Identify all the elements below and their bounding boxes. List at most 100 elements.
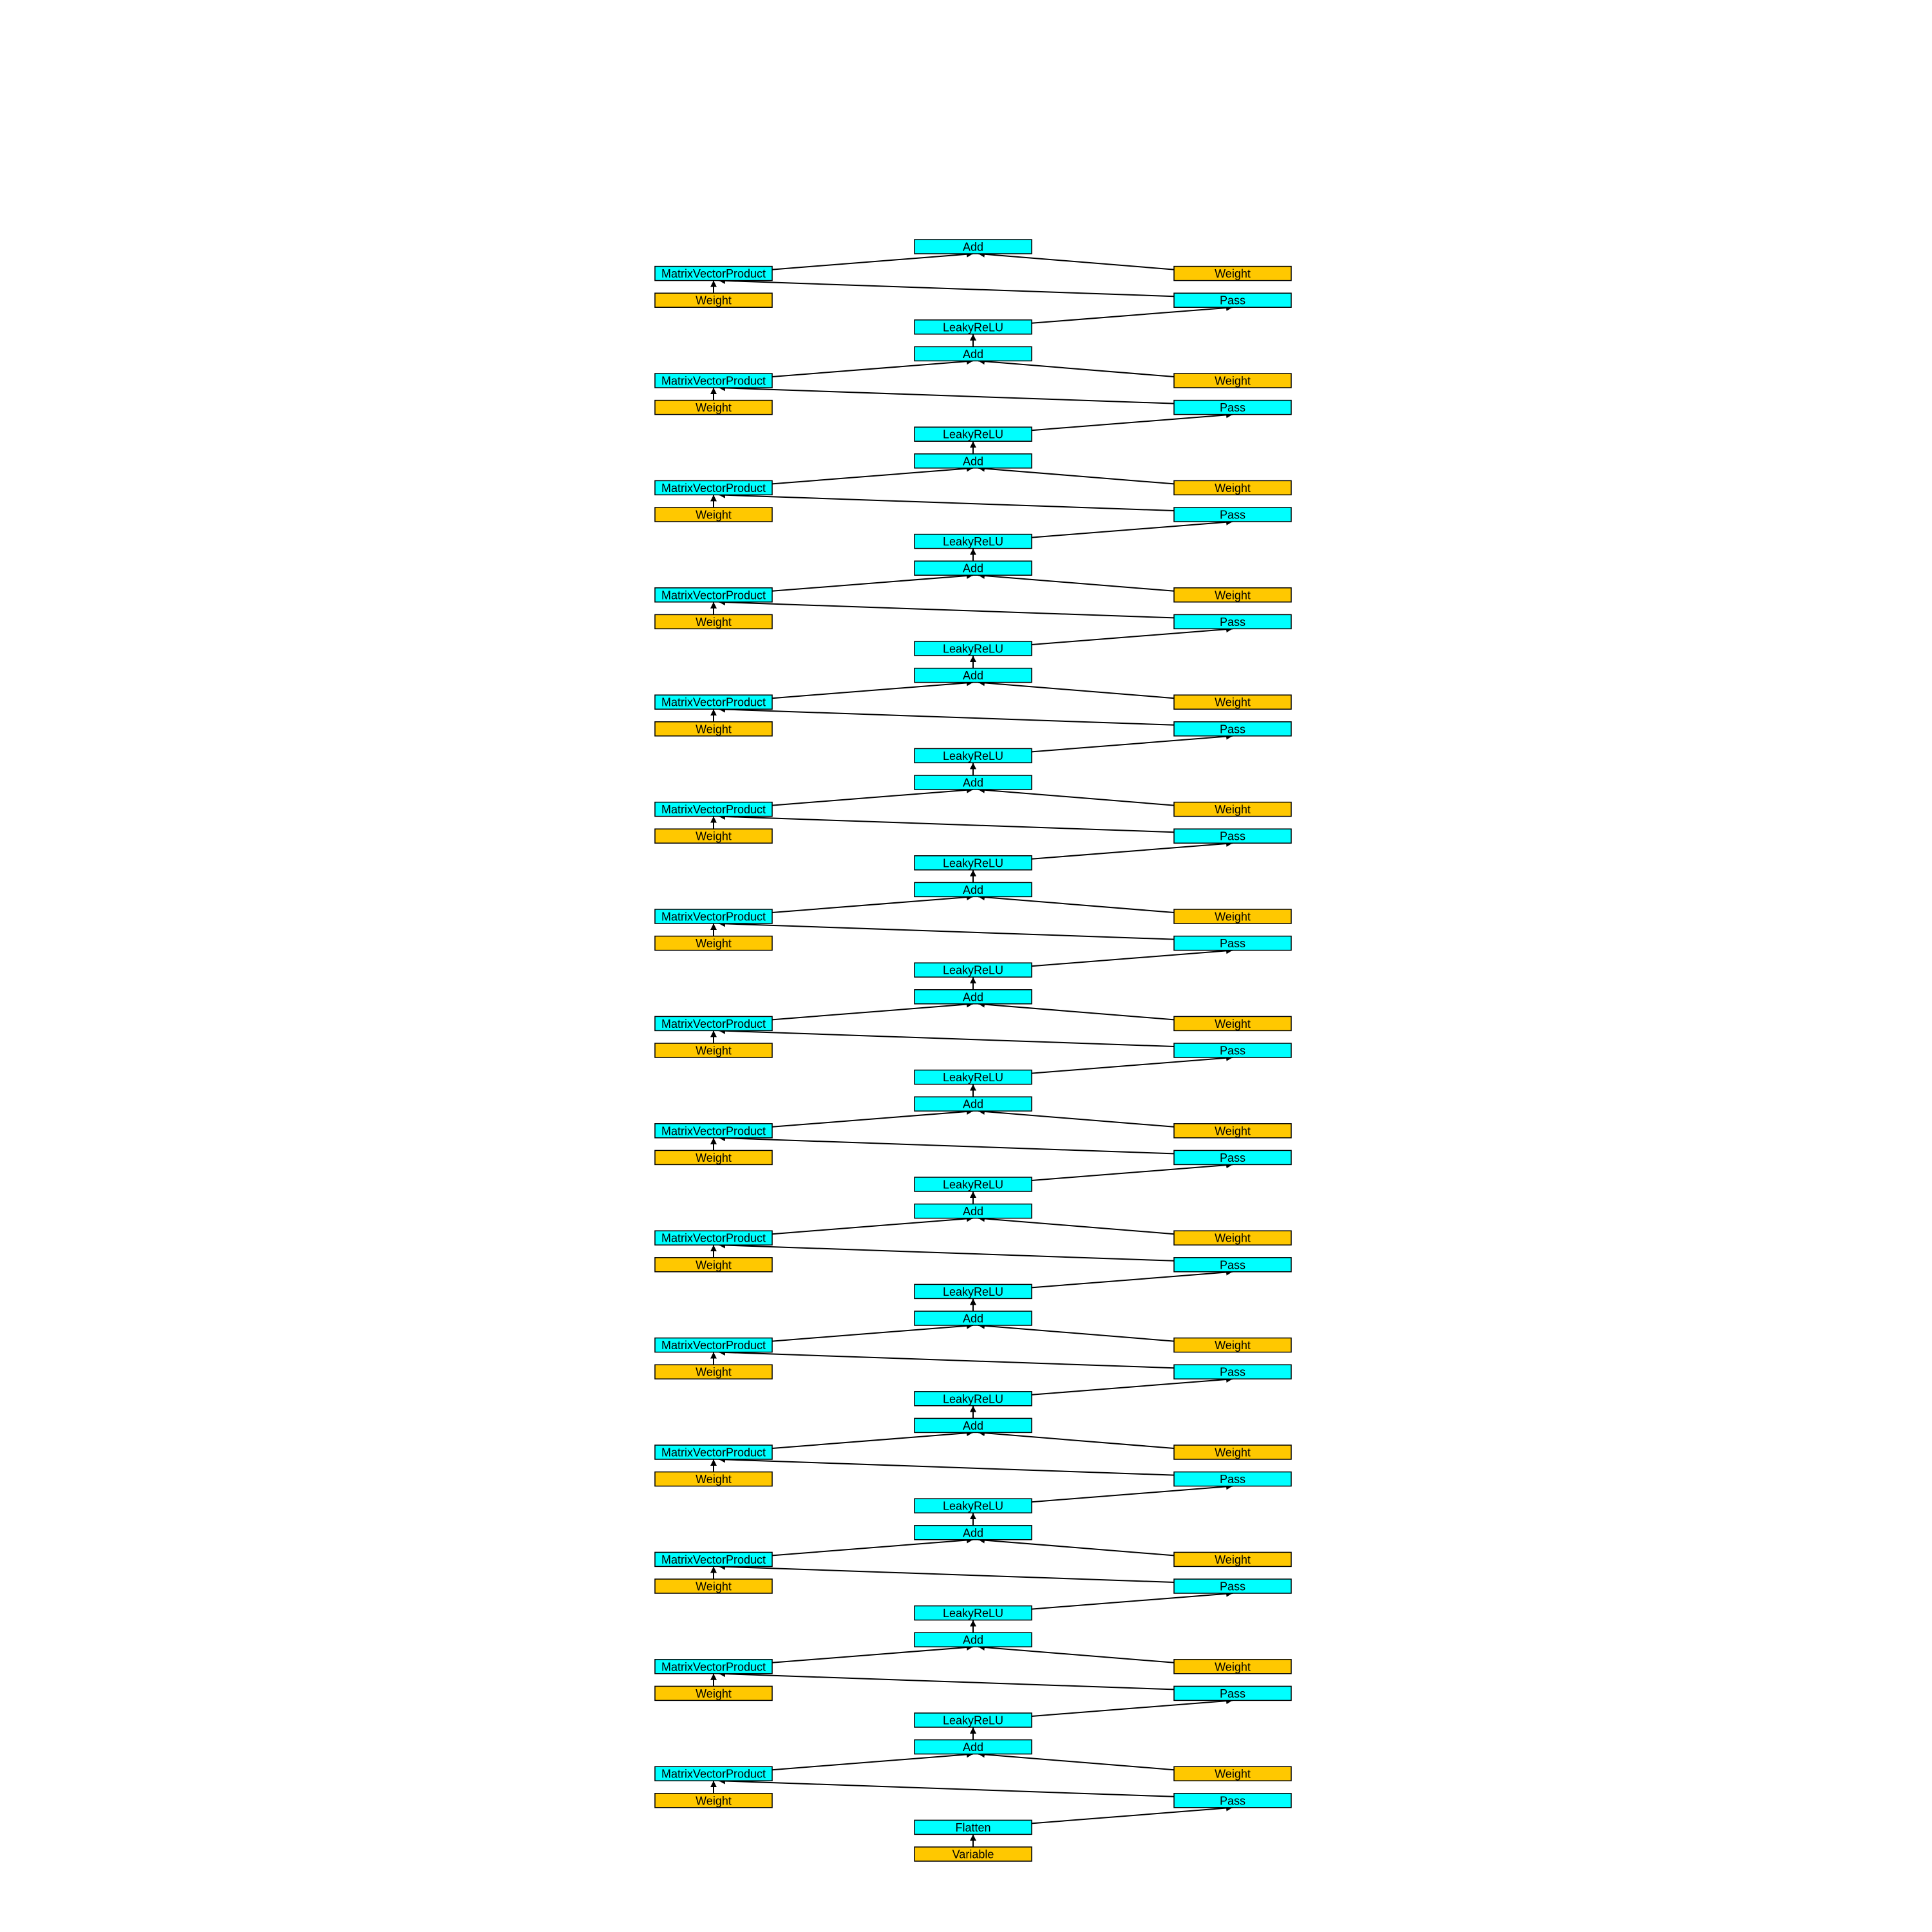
block-10-pass-node-box [1173,1257,1292,1273]
block-6-matrix-vector-product-node-box [654,801,773,817]
block-2-bias-weight-node-box [1173,373,1292,388]
block-9-add-node-label: Add [963,1098,983,1111]
block-14-matrix-vector-product-node-box [654,1659,773,1674]
block-4-matrix-weight-node: Weight [654,614,773,630]
block-4-add-node: Add [914,560,1032,576]
block-15-pass-node: Pass [1173,1793,1292,1808]
block-1-leakyrelu-node-box [914,319,1032,335]
block-7-matrix-vector-product-node: MatrixVectorProduct [654,909,773,924]
block-11-bias-weight-node-label: Weight [1215,1339,1251,1352]
block-12-edge-pass-to-mvp [718,1456,1175,1476]
block-5-matrix-weight-node: Weight [654,721,773,737]
block-13-edge-mvp-to-add [772,1537,974,1557]
block-12-bias-weight-node-box [1173,1444,1292,1460]
block-7-matrix-vector-product-node-box [654,909,773,924]
block-1-edge-pass-to-mvp [718,277,1175,298]
block-12-bias-weight-node-label: Weight [1215,1446,1251,1459]
block-10-edge-activation-to-pass [1031,1269,1233,1289]
block-3-pass-node: Pass [1173,507,1292,522]
block-3-leakyrelu-node-box [914,533,1032,549]
block-1-add-node-box [914,239,1032,254]
block-12-matrix-weight-node-box [654,1471,773,1487]
block-13-pass-node-box [1173,1578,1292,1594]
block-10-leakyrelu-node: LeakyReLU [914,1283,1032,1300]
input-variable-node-box [914,1846,1032,1862]
block-3-add-node-label: Add [963,455,983,468]
block-12-leakyrelu-node: LeakyReLU [914,1498,1032,1513]
block-3-matrix-weight-node: Weight [654,507,773,522]
block-1-add-node-label: Add [963,241,983,254]
block-13-bias-weight-node-box [1173,1551,1292,1567]
block-15-pass-node-label: Pass [1220,1794,1245,1807]
block-5-pass-node-label: Pass [1220,723,1245,735]
block-7-leakyrelu-node-label: LeakyReLU [943,964,1003,977]
block-7-bias-weight-node-label: Weight [1215,911,1251,923]
block-14-add-node-label: Add [963,1634,983,1647]
block-11-leakyrelu-node-box [914,1391,1032,1406]
block-1-bias-weight-node-label: Weight [1215,267,1251,280]
block-4-matrix-weight-node-label: Weight [696,616,732,629]
block-10-add-node-label: Add [963,1205,983,1218]
block-7-edge-weight-to-add [978,894,1175,913]
block-10-matrix-weight-node-label: Weight [696,1258,732,1271]
block-11-add-node-label: Add [963,1312,983,1325]
block-1-add-node: Add [914,239,1032,254]
block-3-add-node-box [914,453,1032,469]
block-12-matrix-weight-node-label: Weight [696,1473,732,1486]
block-13-leakyrelu-node-box [914,1605,1032,1621]
block-5-bias-weight-node-box [1173,694,1292,710]
block-6-bias-weight-node-box [1173,801,1292,817]
block-5-add-node-box [914,667,1032,683]
block-2-edge-mvp-to-add [772,358,974,377]
block-14-pass-node-label: Pass [1220,1687,1245,1700]
block-2-edge-weight-to-add [978,358,1175,377]
block-6-pass-node: Pass [1173,828,1292,844]
block-9-matrix-vector-product-node: MatrixVectorProduct [654,1123,773,1139]
block-8-pass-node-box [1173,1043,1292,1058]
block-1-matrix-weight-node-label: Weight [696,294,732,307]
edges [710,251,1233,1847]
block-11-matrix-vector-product-node: MatrixVectorProduct [654,1337,773,1353]
block-10-add-node: Add [914,1203,1032,1219]
block-15-edge-mvp-to-add [772,1751,974,1771]
block-15-flatten-node: Flatten [914,1819,1032,1835]
block-2-leakyrelu-node-label: LeakyReLU [943,428,1003,441]
block-9-add-node: Add [914,1096,1032,1112]
block-2-matrix-vector-product-node-label: MatrixVectorProduct [661,375,766,388]
block-14-leakyrelu-node-box [914,1712,1032,1728]
block-2-leakyrelu-node-box [914,426,1032,442]
block-5-leakyrelu-node-label: LeakyReLU [943,750,1003,762]
block-3-edge-activation-to-pass [1031,518,1233,538]
block-11-edge-mvp-to-add [772,1322,974,1342]
block-9-leakyrelu-node: LeakyReLU [914,1177,1032,1192]
block-12-add-node: Add [914,1417,1032,1434]
block-12-pass-node-box [1173,1471,1292,1487]
block-5-matrix-vector-product-node: MatrixVectorProduct [654,694,773,710]
block-7-add-node: Add [914,882,1032,898]
block-12-matrix-vector-product-node-box [654,1444,773,1460]
block-6-matrix-weight-node-label: Weight [696,830,732,843]
block-13-matrix-weight-node: Weight [654,1578,773,1594]
block-10-bias-weight-node: Weight [1173,1230,1292,1245]
block-2-edge-activation-to-pass [1031,412,1233,431]
block-13-edge-weight-to-add [978,1537,1175,1557]
block-7-pass-node: Pass [1173,935,1292,951]
block-3-pass-node-box [1173,507,1292,522]
block-8-add-node: Add [914,989,1032,1005]
block-15-add-node-box [914,1739,1032,1755]
block-1-leakyrelu-node-label: LeakyReLU [943,321,1003,334]
block-6-add-node-box [914,775,1032,790]
block-5-matrix-vector-product-node-box [654,694,773,710]
block-9-bias-weight-node-label: Weight [1215,1124,1251,1137]
block-11-pass-node-label: Pass [1220,1366,1245,1379]
block-15-bias-weight-node-label: Weight [1215,1768,1251,1781]
block-11-add-node-box [914,1311,1032,1326]
block-7-edge-pass-to-mvp [718,920,1175,940]
block-14-pass-node: Pass [1173,1685,1292,1701]
block-1-pass-node-label: Pass [1220,294,1245,307]
block-6-edge-mvp-to-add [772,786,974,806]
block-14-matrix-vector-product-node: MatrixVectorProduct [654,1659,773,1674]
block-4-leakyrelu-node: LeakyReLU [914,641,1032,656]
block-1-matrix-vector-product-node-label: MatrixVectorProduct [661,267,766,280]
block-11-leakyrelu-node-label: LeakyReLU [943,1392,1003,1405]
